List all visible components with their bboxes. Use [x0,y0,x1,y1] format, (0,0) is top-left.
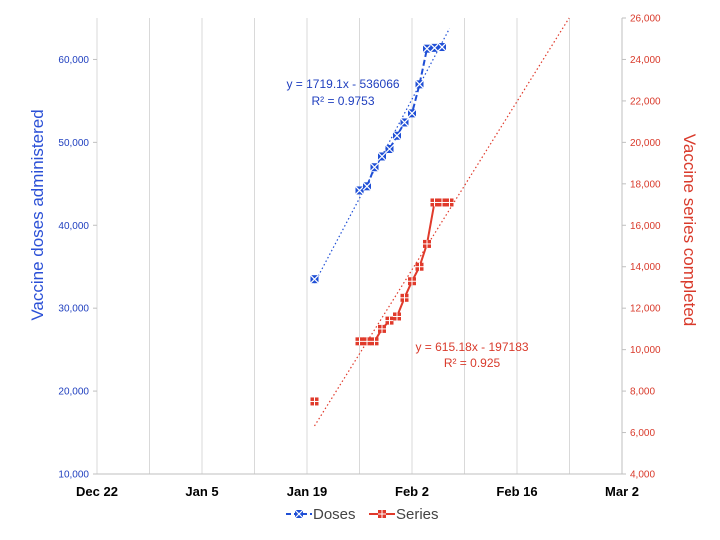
x-tick-label: Feb 16 [496,484,537,499]
y-axis-right-label: Vaccine series completed [680,134,699,326]
legend: Doses Series [286,506,439,523]
legend-doses-label: Doses [313,506,356,523]
legend-doses-marker [294,509,304,519]
series-point [355,337,364,346]
doses-point [310,274,319,284]
point-marker-x [362,181,372,191]
doses-point [355,186,364,195]
point-marker-x [355,186,364,195]
point-marker-x [407,108,417,118]
series-point [415,262,424,271]
y-left-tick-label: 40,000 [58,221,89,232]
doses-point [370,162,379,172]
series-point [400,293,409,302]
y-right-tick-label: 12,000 [630,304,661,315]
doses-trend-r2: R² = 0.9753 [311,94,374,108]
doses-point [362,181,372,191]
y-right-tick-label: 6,000 [630,428,655,439]
y-left-tick-label: 10,000 [58,470,89,481]
doses-point [437,42,447,52]
series-trend-equation: y = 615.18x - 197183 [415,340,528,354]
series-point [438,198,446,207]
series-line [359,201,450,343]
series-point [408,277,416,286]
legend-series-marker [378,510,386,518]
y-right-tick-label: 10,000 [630,345,661,356]
doses-trend-equation: y = 1719.1x - 536066 [286,77,399,91]
doses-point [377,152,387,161]
series-point [423,239,431,248]
doses-point [400,118,409,127]
series-trendline [313,17,570,427]
doses-point [430,43,439,53]
series-markers [310,42,454,406]
point-marker-x [430,43,439,53]
series-point [310,397,319,406]
doses-point [392,131,402,141]
point-marker-x [377,152,387,161]
y-axis-left-label: Vaccine doses administered [28,109,47,320]
doses-point [415,79,424,89]
y-right-tick-label: 8,000 [630,387,655,398]
y-left-tick-label: 30,000 [58,304,89,315]
series-point [430,198,439,207]
y-right-tick-label: 24,000 [630,55,661,66]
series-point [393,312,401,321]
y-left-tick-label: 50,000 [58,138,89,149]
series-point [385,316,394,325]
point-marker-x [400,118,409,127]
series-trend-r2: R² = 0.925 [444,356,501,370]
y-right-tick-label: 16,000 [630,221,661,232]
point-marker-x [370,162,379,172]
x-tick-label: Mar 2 [605,484,639,499]
series-point [378,324,386,333]
doses-point [407,108,417,118]
y-right-tick-label: 14,000 [630,262,661,273]
y-right-tick-label: 18,000 [630,179,661,190]
doses-point [385,144,394,154]
point-marker-x [310,274,319,284]
y-left-tick-label: 60,000 [58,55,89,66]
point-marker-x [385,144,394,154]
series-point [370,337,379,346]
point-marker-x [392,131,402,141]
y-right-tick-label: 22,000 [630,96,661,107]
y-right-tick-label: 4,000 [630,470,655,481]
series-point [363,337,371,346]
point-marker-x [437,42,447,52]
y-left-tick-label: 20,000 [58,387,89,398]
x-tick-label: Feb 2 [395,484,429,499]
x-tick-label: Jan 19 [287,484,327,499]
series-point [445,198,454,207]
y-right-tick-label: 20,000 [630,138,661,149]
y-right-tick-label: 26,000 [630,14,661,25]
point-marker-x [422,44,432,54]
legend-series-label: Series [396,506,439,523]
x-tick-label: Dec 22 [76,484,118,499]
point-marker-x [415,79,424,89]
doses-point [422,44,432,54]
x-tick-label: Jan 5 [185,484,218,499]
axes: Dec 22 Jan 5 Jan 19 Feb 2 Feb 16 Mar 2 10,000 2… [58,14,661,500]
